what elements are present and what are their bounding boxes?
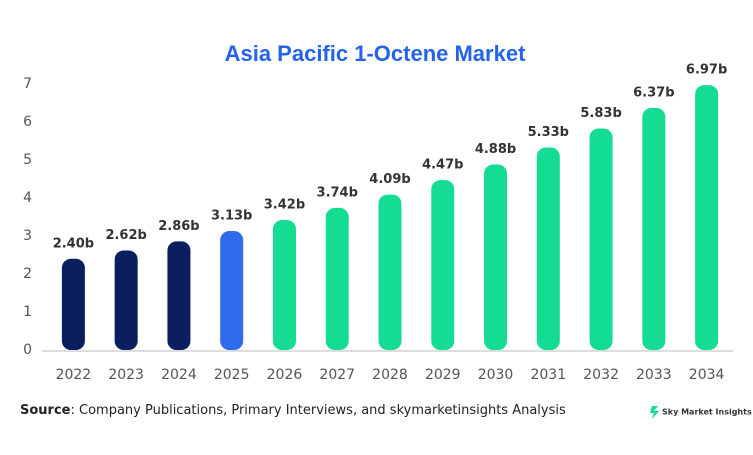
value-label: 3.74b <box>317 185 358 200</box>
value-label: 4.47b <box>422 158 463 173</box>
value-label: 4.09b <box>369 172 410 187</box>
x-tick-label: 2029 <box>425 367 461 383</box>
logo: Sky Market Insights <box>662 408 752 417</box>
y-tick-label: 4 <box>23 190 32 206</box>
y-tick-label: 2 <box>23 266 32 282</box>
value-label: 5.33b <box>528 125 569 140</box>
bar <box>378 194 402 350</box>
x-tick-label: 2022 <box>56 367 92 383</box>
value-label: 5.83b <box>580 106 621 121</box>
bar <box>167 241 191 350</box>
value-label: 3.13b <box>211 209 252 224</box>
bar <box>220 231 244 350</box>
source-label: Source <box>20 403 71 418</box>
source-text: : Company Publications, Primary Intervie… <box>70 403 565 418</box>
x-tick-label: 2025 <box>214 367 250 383</box>
bar <box>484 164 508 350</box>
x-tick-label: 2026 <box>267 367 303 383</box>
x-tick-label: 2024 <box>161 367 197 383</box>
bar <box>695 85 719 350</box>
chart-title: Asia Pacific 1-Octene Market <box>225 41 526 66</box>
bar <box>325 207 349 350</box>
value-label: 6.97b <box>686 63 727 78</box>
bar <box>114 250 138 350</box>
x-tick-label: 2027 <box>319 367 355 383</box>
x-tick-label: 2032 <box>583 367 619 383</box>
value-label: 2.62b <box>105 228 146 243</box>
value-label: 6.37b <box>633 85 674 100</box>
y-tick-label: 3 <box>23 228 32 244</box>
bar <box>642 107 666 350</box>
value-label: 2.86b <box>158 219 199 234</box>
logo-icon <box>650 406 659 419</box>
value-label: 4.88b <box>475 142 516 157</box>
x-tick-label: 2023 <box>108 367 144 383</box>
y-tick-label: 1 <box>23 304 32 320</box>
bar <box>536 147 560 350</box>
value-label: 2.40b <box>53 236 94 251</box>
x-tick-label: 2033 <box>636 367 672 383</box>
x-tick-label: 2028 <box>372 367 408 383</box>
source: Source: Company Publications, Primary In… <box>20 403 566 418</box>
y-tick-label: 6 <box>23 114 32 130</box>
x-tick-label: 2034 <box>689 367 725 383</box>
x-tick-label: 2031 <box>530 367 566 383</box>
y-tick-label: 5 <box>23 152 32 168</box>
bar <box>589 128 613 350</box>
y-tick-label: 0 <box>23 342 32 358</box>
bar <box>272 220 296 350</box>
x-tick-label: 2030 <box>478 367 514 383</box>
bar <box>61 258 85 350</box>
y-tick-label: 7 <box>23 76 32 92</box>
bar <box>431 180 455 350</box>
value-label: 3.42b <box>264 198 305 213</box>
